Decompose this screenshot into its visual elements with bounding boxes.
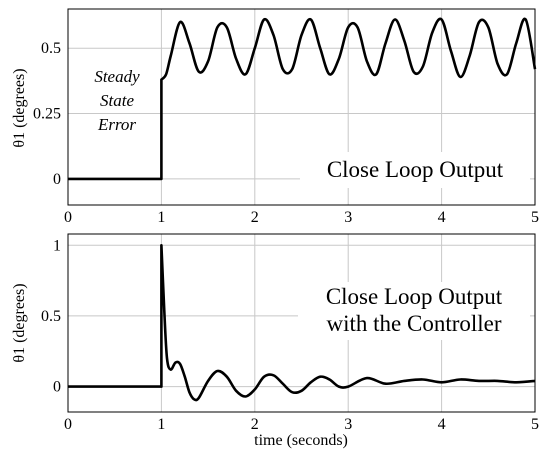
top-y-tick-label: 0.5 (41, 40, 61, 57)
top-annotation-steady: Steady (94, 67, 140, 86)
bottom-plot-frame (67, 233, 536, 413)
top-annotation-state: State (100, 91, 134, 110)
bottom-series-line (68, 244, 536, 402)
bottom-annotation-line2: with the Controller (326, 311, 501, 336)
top-y-tick-label: 0.25 (33, 106, 61, 123)
bottom-x-tick-label: 3 (344, 416, 352, 433)
chart-top: 0 1 2 3 4 5 0 0.25 0.5 θ1 (degrees) Steady State… (11, 8, 539, 226)
bottom-annotation-box (298, 282, 530, 340)
bottom-x-tick-label: 0 (64, 416, 72, 433)
bottom-y-tick-label: 1 (53, 237, 61, 254)
top-x-tick-label: 0 (64, 209, 72, 226)
top-x-tick-label: 5 (531, 209, 539, 226)
top-annotation-box (300, 152, 530, 188)
top-y-tick-label: 0 (53, 171, 61, 188)
top-annotation-title: Close Loop Output (327, 157, 504, 182)
top-x-tick-label: 3 (344, 209, 352, 226)
bottom-x-tick-label: 4 (438, 416, 446, 433)
bottom-y-tick-label: 0 (53, 379, 61, 396)
top-x-tick-label: 4 (438, 209, 446, 226)
bottom-x-tick-label: 1 (157, 416, 165, 433)
top-x-tick-label: 2 (251, 209, 259, 226)
chart-bottom: 0 1 2 3 4 5 0 0.5 1 θ1 (degrees) Close Loop Outp… (11, 233, 539, 449)
top-tick-labels: 0 1 2 3 4 5 0 0.25 0.5 (33, 40, 539, 226)
top-x-tick-label: 1 (157, 209, 165, 226)
bottom-annotation-line1: Close Loop Output (326, 284, 503, 309)
bottom-y-axis-label: θ1 (degrees) (11, 283, 28, 362)
top-series-line (68, 17, 537, 181)
bottom-tick-labels: 0 1 2 3 4 5 0 0.5 1 (41, 237, 539, 433)
bottom-x-tick-label: 5 (531, 416, 539, 433)
top-plot-frame (67, 8, 536, 206)
top-y-axis-label: θ1 (degrees) (11, 68, 28, 147)
bottom-x-axis-label: time (seconds) (254, 432, 348, 449)
bottom-x-tick-label: 2 (251, 416, 259, 433)
top-annotation-error: Error (97, 115, 136, 134)
bottom-y-tick-label: 0.5 (41, 308, 61, 325)
